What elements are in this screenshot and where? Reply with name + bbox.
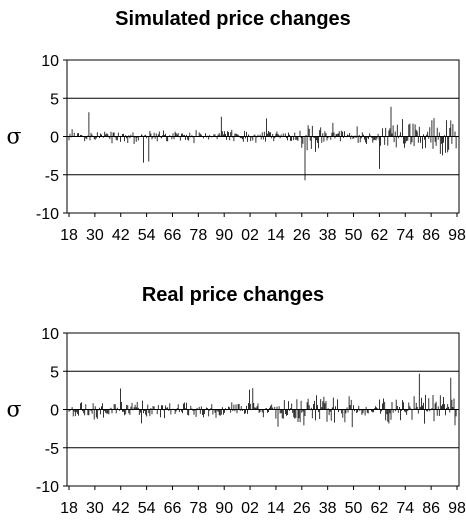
chart-simulated-panel: Simulated price changes 10 5 0 -5 -10 σ 18 30 42… xyxy=(6,8,466,244)
x-tick-label: 90 xyxy=(215,227,233,244)
x-tick-label: 54 xyxy=(138,500,156,517)
x-tick-label: 54 xyxy=(138,227,156,244)
x-tick-label: 02 xyxy=(241,227,259,244)
x-tick-label: 78 xyxy=(189,227,207,244)
x-tick-label: 50 xyxy=(345,500,363,517)
x-tick-label: 66 xyxy=(164,227,182,244)
x-tick-label: 38 xyxy=(319,227,337,244)
x-tick-label: 42 xyxy=(112,500,130,517)
x-tick-label: 30 xyxy=(86,227,104,244)
x-tick-label: 38 xyxy=(319,500,337,517)
chart-title: Simulated price changes xyxy=(115,8,351,30)
x-tick-label: 42 xyxy=(112,227,130,244)
y-tick-label: -5 xyxy=(45,441,59,458)
x-tick-label: 86 xyxy=(422,500,440,517)
chart-real-panel: Real price changes 10 5 0 -5 -10 σ 18 30 42 54 66 7… xyxy=(0,270,466,523)
x-tick-label: 14 xyxy=(267,227,285,244)
y-axis-label: σ xyxy=(6,125,21,150)
y-tick-label: 0 xyxy=(50,403,59,420)
series-line xyxy=(68,106,457,181)
x-tick-label: 66 xyxy=(164,500,182,517)
x-tick-label: 30 xyxy=(86,500,104,517)
y-tick-label: 10 xyxy=(41,326,59,343)
y-tick-label: -10 xyxy=(36,206,59,223)
y-tick-label: 10 xyxy=(41,53,59,70)
x-tick-label: 02 xyxy=(241,500,259,517)
x-tick-label: 18 xyxy=(60,227,78,244)
x-tick-label: 14 xyxy=(267,500,285,517)
y-tick-label: -10 xyxy=(36,479,59,496)
y-tick-label: 5 xyxy=(50,91,59,108)
x-tick-label: 62 xyxy=(371,227,389,244)
chart-title: Real price changes xyxy=(141,284,325,306)
x-tick-label: 98 xyxy=(448,500,466,517)
x-tick-label: 78 xyxy=(189,500,207,517)
x-tick-label: 98 xyxy=(448,227,466,244)
x-tick-label: 26 xyxy=(293,227,311,244)
x-tick-label: 86 xyxy=(422,227,440,244)
x-tick-label: 74 xyxy=(396,227,414,244)
y-axis-label: σ xyxy=(6,398,21,423)
series-line xyxy=(68,373,457,428)
x-tick-label: 18 xyxy=(60,500,78,517)
y-tick-label: 0 xyxy=(50,130,59,147)
x-tick-label: 26 xyxy=(293,500,311,517)
x-tick-label: 62 xyxy=(371,500,389,517)
y-tick-label: 5 xyxy=(50,364,59,381)
x-tick-label: 74 xyxy=(396,500,414,517)
x-tick-label: 90 xyxy=(215,500,233,517)
x-tick-label: 50 xyxy=(345,227,363,244)
y-tick-label: -5 xyxy=(45,168,59,185)
